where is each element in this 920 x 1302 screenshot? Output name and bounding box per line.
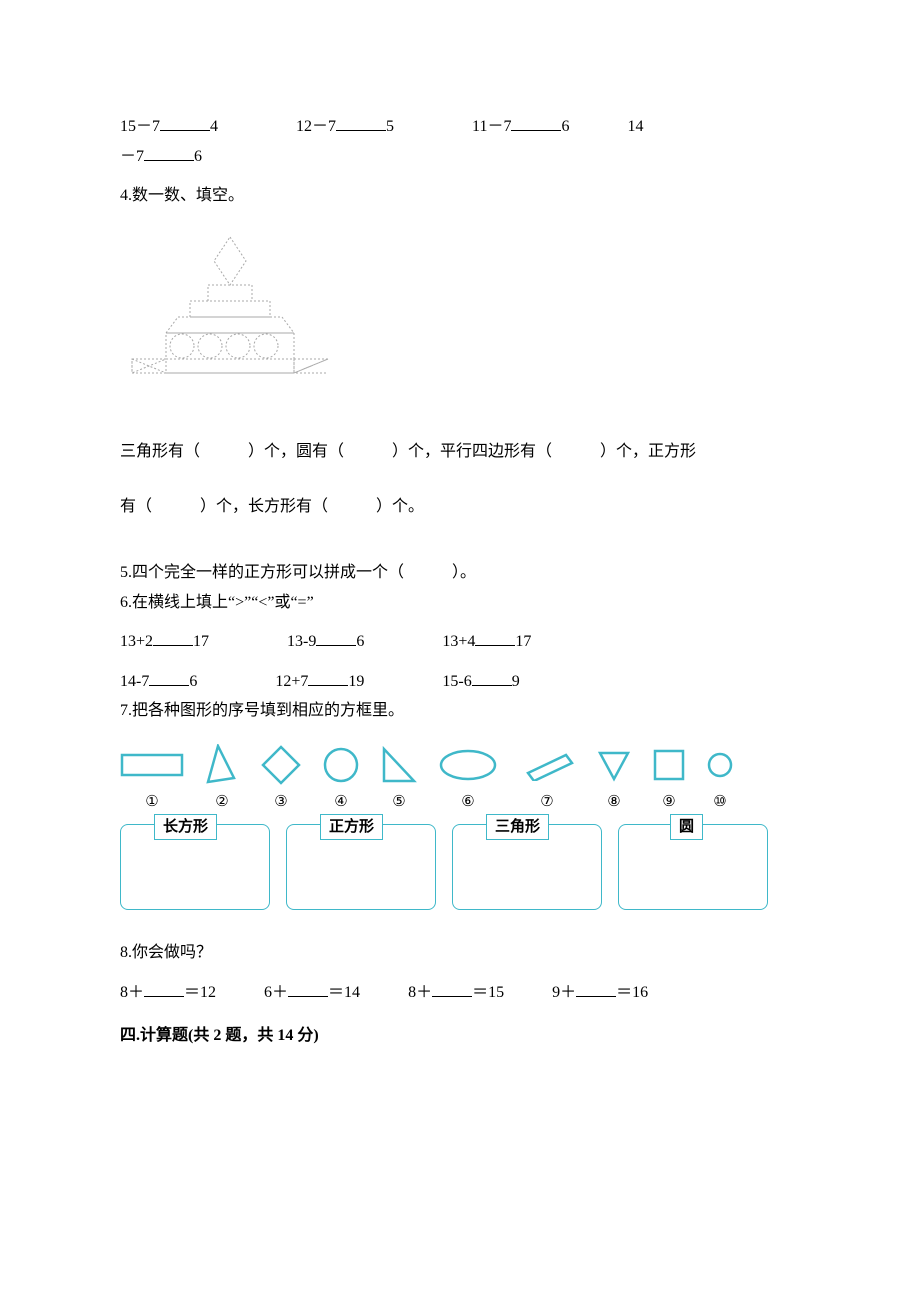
q7-shape-8: ⑧ [596, 744, 632, 814]
q7-title: 7.把各种图形的序号填到相应的方框里。 [120, 698, 800, 724]
q7-shape-2: ② [204, 744, 240, 814]
q6-r1-3-l: 13+4 [442, 633, 475, 650]
q4-line1: 三角形有（ ）个，圆有（ ）个，平行四边形有（ ）个，正方形 [120, 439, 800, 465]
q7-shape-6: ⑥ [438, 744, 498, 814]
q6-row1: 13+2 17 13-9 6 13+4 17 [120, 629, 800, 655]
q8-2-l: 6＋ [264, 984, 288, 1001]
q8-1-blank[interactable] [144, 981, 184, 997]
q7-num-7: ⑦ [540, 790, 553, 814]
q3-item-4-pre: 14 [627, 118, 643, 135]
q7-box-square: 正方形 [286, 824, 436, 910]
q4-line2: 有（ ）个，长方形有（ ）个。 [120, 494, 800, 520]
q3-compare-row-2: －7 6 [120, 144, 800, 170]
q7-box-square-label: 正方形 [320, 814, 383, 840]
q6-r2-1-r: 6 [189, 673, 197, 690]
q6-r1-1-blank[interactable] [153, 630, 193, 646]
q6-r2-2-r: 19 [348, 673, 364, 690]
q7-shape-9: ⑨ [652, 744, 686, 814]
q5-text: 5.四个完全一样的正方形可以拼成一个（ ）。 [120, 560, 800, 586]
q4-figure [120, 229, 800, 409]
q8-4-r: ＝16 [616, 984, 648, 1001]
q7-shape-1: ① [120, 744, 184, 814]
q7-num-8: ⑧ [607, 790, 620, 814]
q7-box-rect: 长方形 [120, 824, 270, 910]
q8-row: 8＋ ＝12 6＋ ＝14 8＋ ＝15 9＋ ＝16 [120, 980, 800, 1006]
q8-2-blank[interactable] [288, 981, 328, 997]
q8-4-blank[interactable] [576, 981, 616, 997]
q7-shape-5: ⑤ [380, 744, 418, 814]
q7-figure: ① ② ③ ④ ⑤ [120, 744, 800, 910]
q7-num-3: ③ [274, 790, 287, 814]
q6-r1-2-r: 6 [356, 633, 364, 650]
q7-boxes-row: 长方形 正方形 三角形 圆 [120, 824, 800, 910]
q6-r2-1-blank[interactable] [149, 670, 189, 686]
q7-shape-4: ④ [322, 744, 360, 814]
q3-item-4-blank[interactable] [144, 145, 194, 161]
q3-item-3-rhs: 6 [561, 118, 569, 135]
q3-compare-row: 15－7 4 12－7 5 11－7 6 14 [120, 114, 800, 140]
section4-title: 四.计算题(共 2 题，共 14 分) [120, 1023, 800, 1049]
q6-r1-1-l: 13+2 [120, 633, 153, 650]
q6-r2-3-l: 15-6 [442, 673, 471, 690]
q3-item-2-rhs: 5 [386, 118, 394, 135]
q6-r2-2-blank[interactable] [308, 670, 348, 686]
q4-title: 4.数一数、填空。 [120, 183, 800, 209]
q7-num-4: ④ [334, 790, 347, 814]
q3-item-3-blank[interactable] [511, 115, 561, 131]
q7-box-triangle: 三角形 [452, 824, 602, 910]
q4-cake-svg [120, 229, 340, 409]
q8-3-blank[interactable] [432, 981, 472, 997]
q7-num-9: ⑨ [662, 790, 675, 814]
q8-title: 8.你会做吗？ [120, 940, 800, 966]
q6-r1-3-blank[interactable] [475, 630, 515, 646]
q3-item-1-blank[interactable] [160, 115, 210, 131]
q8-3-r: ＝15 [472, 984, 504, 1001]
worksheet-page: 15－7 4 12－7 5 11－7 6 14 －7 6 4.数一数、填空。 [0, 0, 920, 1113]
q7-num-1: ① [145, 790, 158, 814]
q7-num-10: ⑩ [713, 790, 726, 814]
q3-item-1-expr: 15－7 [120, 118, 160, 135]
q8-4-l: 9＋ [552, 984, 576, 1001]
q6-r2-2-l: 12+7 [275, 673, 308, 690]
q3-item-3-expr: 11－7 [472, 118, 511, 135]
q7-box-triangle-label: 三角形 [486, 814, 549, 840]
q7-num-2: ② [215, 790, 228, 814]
q7-box-rect-label: 长方形 [154, 814, 217, 840]
q3-item-4-suf: －7 [120, 148, 144, 165]
q6-r1-2-blank[interactable] [316, 630, 356, 646]
q7-box-circle-label: 圆 [670, 814, 703, 840]
q8-2-r: ＝14 [328, 984, 360, 1001]
q8-3-l: 8＋ [408, 984, 432, 1001]
q6-r1-3-r: 17 [515, 633, 531, 650]
q6-r1-2-l: 13-9 [287, 633, 316, 650]
q7-box-circle: 圆 [618, 824, 768, 910]
q8-1-l: 8＋ [120, 984, 144, 1001]
q6-r2-3-r: 9 [512, 673, 520, 690]
q3-item-4-rhs: 6 [194, 148, 202, 165]
q6-r2-1-l: 14-7 [120, 673, 149, 690]
q7-shapes-row: ① ② ③ ④ ⑤ [120, 744, 800, 814]
q6-r2-3-blank[interactable] [472, 670, 512, 686]
q6-title: 6.在横线上填上“>”“<”或“=” [120, 590, 800, 616]
q6-row2: 14-7 6 12+7 19 15-6 9 [120, 669, 800, 695]
q7-num-5: ⑤ [392, 790, 405, 814]
q3-item-2-blank[interactable] [336, 115, 386, 131]
q7-shape-7: ⑦ [518, 744, 576, 814]
q7-shape-10: ⑩ [706, 744, 734, 814]
q3-item-2-expr: 12－7 [296, 118, 336, 135]
q7-num-6: ⑥ [461, 790, 474, 814]
q7-shape-3: ③ [260, 744, 302, 814]
q6-r1-1-r: 17 [193, 633, 209, 650]
q3-item-1-rhs: 4 [210, 118, 218, 135]
q8-1-r: ＝12 [184, 984, 216, 1001]
